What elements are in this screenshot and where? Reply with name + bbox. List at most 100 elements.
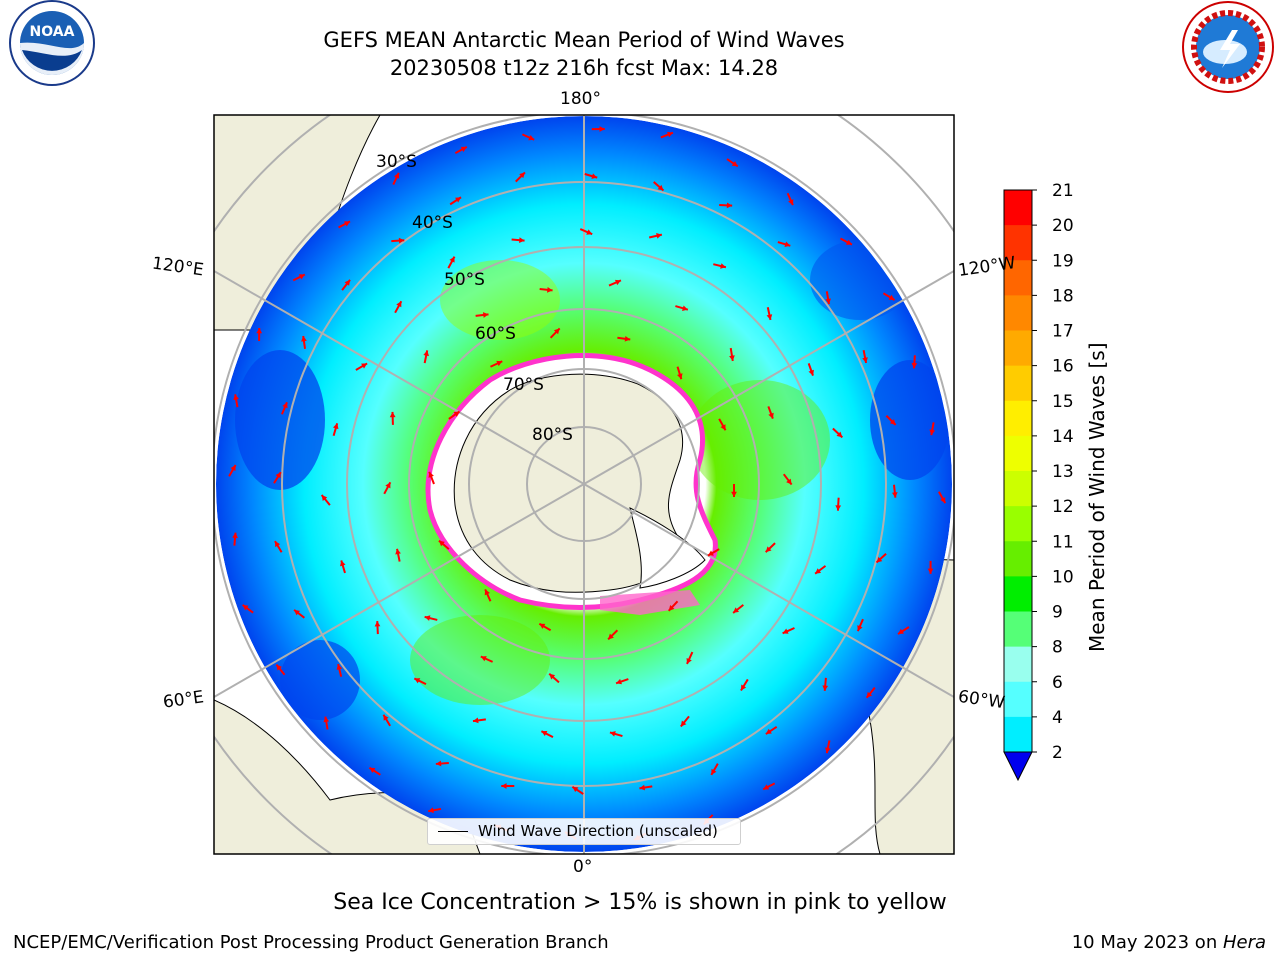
colorbar-swatch (1004, 471, 1032, 507)
wind-wave-arrows (228, 126, 947, 841)
wind-wave-arrowhead (929, 429, 936, 436)
wind-wave-arrowhead (609, 731, 616, 737)
colorbar-swatch (1004, 365, 1032, 402)
wind-wave-arrowhead (501, 783, 507, 789)
wind-wave-arrowhead (891, 492, 898, 498)
wind-wave-arrowhead (389, 411, 396, 418)
wind-wave-arrowhead (815, 568, 822, 574)
wind-wave-arrowhead (323, 716, 330, 723)
colorbar-tick-label: 11 (1052, 532, 1074, 552)
wind-wave-arrowhead (616, 678, 622, 685)
wind-wave-arrowhead (385, 482, 391, 489)
wind-wave-arrowhead (340, 560, 346, 567)
colorbar-swatch (1004, 295, 1032, 331)
wind-wave-arrowhead (845, 239, 852, 245)
wind-wave-arrowhead (624, 335, 631, 342)
colorbar-swatch (1004, 400, 1032, 437)
wind-wave-arrowhead (889, 419, 896, 425)
wind-wave-arrowhead (586, 229, 593, 235)
wind-wave-arrowhead (344, 279, 351, 286)
wind-wave-arrowhead (686, 657, 692, 664)
wind-wave-arrowhead (438, 540, 445, 547)
wind-wave-arrowhead (825, 747, 831, 754)
footer-credit: NCEP/EMC/Verification Post Processing Pr… (13, 932, 609, 953)
wind-wave-arrowhead (731, 161, 738, 167)
sea-ice-weddell (600, 590, 700, 615)
lat-label-70s: 70°S (503, 375, 544, 395)
wind-wave-arrowhead (398, 237, 405, 244)
footer-date: 10 May 2023 on Hera (1072, 932, 1266, 953)
lat-label-30s: 30°S (376, 152, 417, 172)
wind-wave-arrowhead (256, 327, 263, 334)
map-panel (214, 115, 954, 854)
colorbar: 21 20 19 18 17 16 15 14 13 12 11 10 9 8 6 4 2 (1003, 181, 1074, 782)
wind-wave-arrowhead (788, 199, 794, 206)
wind-wave-arrowhead (298, 274, 305, 280)
wind-wave-arrowhead (857, 625, 863, 632)
colorbar-tick-label: 20 (1052, 216, 1074, 236)
footer-host: Hera (1222, 932, 1266, 953)
wind-wave-arrowhead (731, 491, 737, 497)
wind-wave-arrowhead (301, 335, 307, 342)
wind-wave-arrowhead (888, 294, 895, 300)
colorbar-extend-arrow (1003, 751, 1033, 782)
wind-wave-arrowhead (782, 628, 789, 634)
wind-wave-arrowhead (729, 355, 735, 361)
wind-wave-arrowhead (496, 360, 503, 367)
map-frame (213, 114, 955, 855)
wind-wave-arrowhead (866, 691, 873, 698)
wind-wave-arrowhead (453, 411, 460, 417)
wind-wave-arrowhead (393, 172, 400, 179)
wind-wave-arrowhead (639, 784, 646, 791)
legend-line-icon (438, 831, 468, 832)
wind-wave-arrowhead (677, 373, 683, 380)
wind-wave-arrowhead (553, 328, 560, 335)
wind-wave-arrowhead (472, 717, 479, 724)
lat-label-40s: 40°S (412, 213, 453, 233)
colorbar-tick-label: 15 (1052, 392, 1074, 412)
wind-wave-arrowhead (233, 394, 239, 401)
wind-wave-arrowhead (361, 363, 368, 369)
wind-wave-arrowhead (711, 768, 717, 775)
colorbar-swatch (1004, 225, 1032, 261)
ice-shelf (629, 507, 706, 589)
lat-label-50s: 50°S (444, 270, 485, 290)
wind-wave-arrowhead (808, 369, 814, 376)
wind-wave-arrowhead (733, 607, 740, 613)
wind-wave-arrowhead (766, 314, 773, 320)
wind-wave-arrowhead (765, 546, 772, 553)
lon-label-0: 0° (573, 857, 593, 877)
wind-wave-arrowhead (786, 478, 792, 485)
colorbar-tick-label: 21 (1052, 181, 1074, 201)
wind-wave-arrowhead (726, 202, 733, 209)
wind-wave-arrowhead (667, 131, 673, 138)
legend-text: Wind Wave Direction (unscaled) (478, 822, 718, 840)
wind-wave-arrowhead (519, 237, 525, 244)
colorbar-swatch (1004, 506, 1032, 542)
wind-wave-arrowhead (911, 362, 918, 369)
wind-wave-arrowhead (682, 305, 688, 311)
wind-wave-arrowhead (232, 532, 238, 539)
wind-wave-arrowhead (396, 301, 402, 308)
colorbar-tick-label: 2 (1052, 743, 1063, 763)
wind-wave-arrowhead (539, 623, 546, 629)
footer-date-text: 10 May 2023 on (1071, 932, 1223, 953)
wind-wave-arrowhead (835, 505, 842, 511)
wind-wave-arrowhead (876, 556, 883, 563)
wind-wave-arrowhead (274, 541, 281, 548)
wind-wave-arrowhead (482, 312, 489, 318)
colorbar-swatch (1004, 330, 1032, 367)
wind-wave-arrowhead (480, 656, 487, 662)
wind-wave-arrowhead (230, 464, 236, 471)
wind-wave-arrowhead (599, 126, 605, 132)
wind-wave-arrowhead (332, 423, 339, 430)
wind-wave-arrowhead (435, 760, 442, 767)
colorbar-tick-label: 18 (1052, 286, 1074, 306)
wind-wave-arrowhead (657, 184, 664, 191)
colorbar-tick-label: 12 (1052, 497, 1074, 517)
colorbar-tick-label: 9 (1052, 603, 1063, 623)
wind-wave-arrowhead (897, 628, 904, 635)
wind-wave-arrowhead (424, 615, 431, 621)
wind-wave-arrowhead (825, 298, 831, 305)
sea-ice-caption: Sea Ice Concentration > 15% is shown in … (333, 890, 947, 915)
